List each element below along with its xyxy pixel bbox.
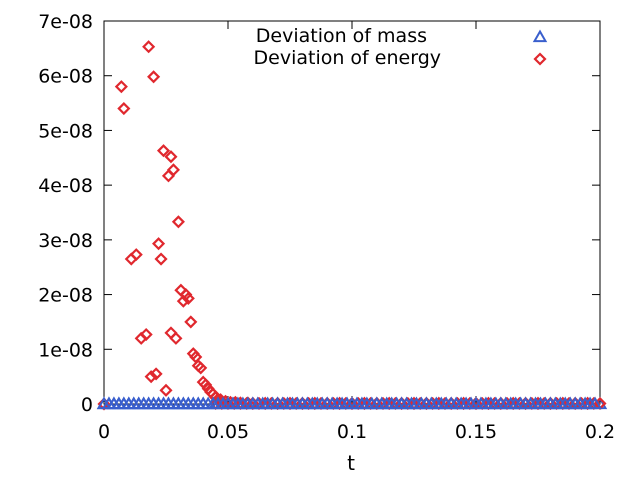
y-tick-label: 1e-08 xyxy=(38,339,93,361)
mass-point xyxy=(587,396,603,410)
tick-labels-group: 0 1e-08 2e-08 3e-08 4e-08 5e-08 6e-08 7e-08 0 0.0… xyxy=(38,11,615,443)
x-tick-label: 0.05 xyxy=(207,421,249,443)
energy-point xyxy=(164,326,178,340)
energy-point xyxy=(144,370,158,384)
energy-point xyxy=(194,361,208,375)
energy-point xyxy=(164,150,178,164)
legend-marker-mass xyxy=(532,29,548,43)
energy-point xyxy=(184,315,198,329)
x-tick-label: 0 xyxy=(98,421,110,443)
energy-point xyxy=(129,248,143,262)
energy-point xyxy=(181,291,195,305)
energy-point xyxy=(149,367,163,381)
y-tick-label: 5e-08 xyxy=(38,120,93,142)
energy-point xyxy=(156,144,171,158)
x-tick-label: 0.1 xyxy=(337,421,367,443)
legend-label-mass: Deviation of mass xyxy=(256,25,427,47)
y-tick-label: 7e-08 xyxy=(38,11,93,33)
x-axis-label: t xyxy=(347,451,355,475)
energy-point xyxy=(166,163,180,177)
energy-point xyxy=(139,327,153,342)
axes-frame-group xyxy=(103,20,601,405)
energy-point xyxy=(142,40,156,54)
energy-point xyxy=(152,237,166,251)
energy-point xyxy=(117,101,131,116)
legend: Deviation of mass Deviation of energy xyxy=(254,25,548,69)
legend-marker-energy xyxy=(533,52,547,66)
y-tick-label: 4e-08 xyxy=(38,175,93,197)
energy-point xyxy=(169,331,183,345)
y-tick-label: 6e-08 xyxy=(38,66,93,88)
data-marks-group xyxy=(96,40,608,411)
legend-label-energy: Deviation of energy xyxy=(254,47,441,69)
x-tick-label: 0.2 xyxy=(585,421,615,443)
x-tick-label: 0.15 xyxy=(455,421,497,443)
y-tick-label: 0 xyxy=(81,394,93,416)
energy-point xyxy=(154,252,168,266)
energy-point xyxy=(171,215,185,229)
y-tick-label: 2e-08 xyxy=(38,285,93,307)
energy-point xyxy=(159,383,173,397)
energy-point xyxy=(114,80,128,94)
energy-point xyxy=(147,70,161,84)
y-tick-label: 3e-08 xyxy=(38,230,93,252)
plot-frame xyxy=(103,20,601,405)
